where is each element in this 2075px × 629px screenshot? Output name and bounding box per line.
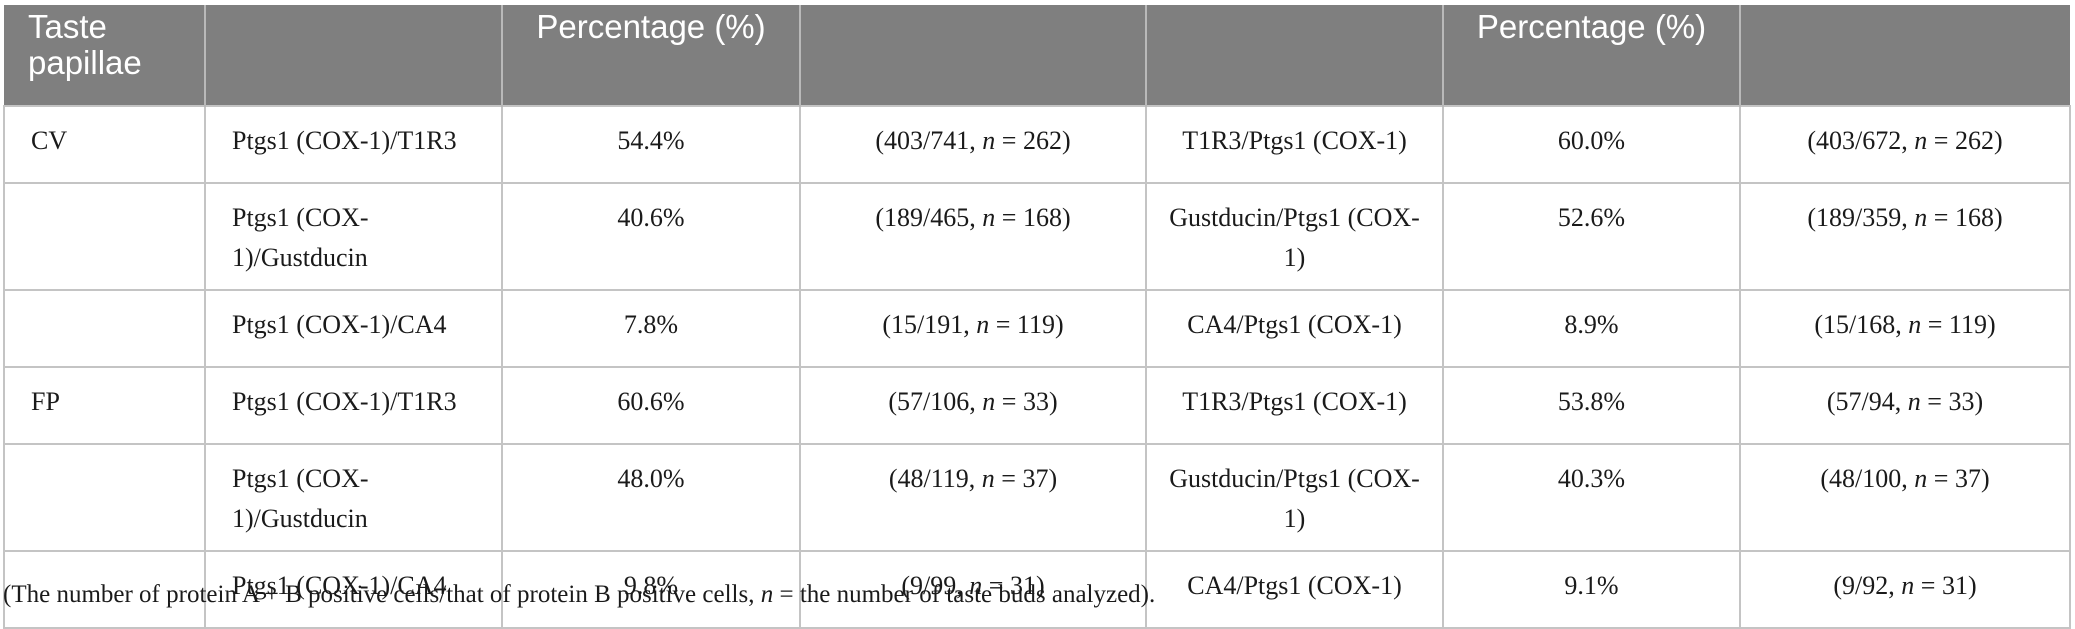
papillae-cell: FP [3,366,205,444]
percentage-cell: 60.0% [1442,105,1740,183]
taste-bud-count: 168 [1022,203,1062,232]
percentage-cell: 40.6% [501,182,800,290]
taste-bud-count: 33 [1948,387,1975,416]
n-symbol: n [982,203,996,232]
table-row: Ptgs1 (COX-1)/Gustducin 40.6% (189/465, n … [3,182,2071,290]
n-symbol: n [1908,310,1922,339]
percentage-cell: 48.0% [501,443,800,551]
n-symbol: n [1914,126,1928,155]
ratio-cell: (403/741, n = 262) [799,105,1146,183]
protein-pair-cell: Gustducin/Ptgs1 (COX-1) [1145,443,1443,551]
taste-bud-count: 168 [1954,203,1994,232]
data-table: Taste papillae Percentage (%) Percentage… [3,5,2071,629]
papillae-cell [3,550,205,629]
percentage-cell: 8.9% [1442,289,1740,367]
n-symbol: n [976,310,990,339]
papillae-cell [3,182,205,290]
percentage-cell: 54.4% [501,105,800,183]
ratio-cell: (48/119, n = 37) [799,443,1146,551]
header-cell [1739,5,2070,106]
header-cell: Taste papillae [4,5,205,106]
papillae-cell [3,443,205,551]
ratio-counts: (57/94, [1826,387,1908,416]
n-symbol: n [1907,387,1921,416]
protein-pair-cell: Ptgs1 (COX-1)/T1R3 [204,105,502,183]
protein-pair-cell: CA4/Ptgs1 (COX-1) [1145,289,1443,367]
taste-bud-count: 31 [1941,571,1968,600]
taste-bud-count: 37 [1954,464,1981,493]
ratio-cell: (189/465, n = 168) [799,182,1146,290]
header-cell [204,5,502,106]
protein-pair-cell: Ptgs1 (COX-1)/CA4 [204,289,502,367]
protein-pair-cell: Ptgs1 (COX-1)/Gustducin [204,443,502,551]
table-row: Ptgs1 (COX-1)/CA4 9.8% (9/99, n = 31) CA4/P… [3,550,2071,629]
ratio-counts: (403/741, [875,126,983,155]
percentage-cell: 40.3% [1442,443,1740,551]
ratio-counts: (48/119, [888,464,982,493]
ratio-counts: (15/168, [1814,310,1909,339]
ratio-counts: (48/100, [1820,464,1915,493]
table-row: Ptgs1 (COX-1)/Gustducin 48.0% (48/119, n =… [3,443,2071,551]
protein-pair-cell: Gustducin/Ptgs1 (COX-1) [1145,182,1443,290]
protein-pair-cell: Ptgs1 (COX-1)/Gustducin [204,182,502,290]
protein-pair-cell: T1R3/Ptgs1 (COX-1) [1145,105,1443,183]
taste-bud-count: 262 [1954,126,1994,155]
header-cell [1145,5,1443,106]
data-table-container: Taste papillae Percentage (%) Percentage… [3,5,2071,629]
papillae-cell: CV [3,105,205,183]
protein-pair-cell: Ptgs1 (COX-1)/T1R3 [204,366,502,444]
taste-bud-count: 37 [1022,464,1049,493]
protein-pair-cell: CA4/Ptgs1 (COX-1) [1145,550,1443,629]
ratio-counts: (403/672, [1807,126,1915,155]
ratio-cell: (189/359, n = 168) [1739,182,2071,290]
ratio-cell: (9/99, n = 31) [799,550,1146,629]
n-symbol: n [982,126,996,155]
ratio-counts: (189/465, [875,203,983,232]
papillae-cell [3,289,205,367]
table-row: CV Ptgs1 (COX-1)/T1R3 54.4% (403/741, n = 2… [3,105,2071,183]
n-symbol: n [982,387,996,416]
n-symbol: n [1901,571,1915,600]
n-symbol: n [1914,203,1928,232]
ratio-counts: (15/191, [882,310,977,339]
ratio-cell: (9/92, n = 31) [1739,550,2071,629]
table-row: FP Ptgs1 (COX-1)/T1R3 60.6% (57/106, n = 33… [3,366,2071,444]
n-symbol: n [1914,464,1928,493]
table-row: Ptgs1 (COX-1)/CA4 7.8% (15/191, n = 119) CA… [3,289,2071,367]
ratio-counts: (9/92, [1833,571,1902,600]
n-symbol: n [969,571,983,600]
percentage-cell: 60.6% [501,366,800,444]
percentage-cell: 7.8% [501,289,800,367]
percentage-cell: 53.8% [1442,366,1740,444]
percentage-cell: 9.8% [501,550,800,629]
footnote-suffix: = the number of taste buds analyzed). [773,581,1156,608]
ratio-counts: (189/359, [1807,203,1915,232]
footnote-prefix: (The number of protein A + B positive ce… [3,581,761,608]
header-cell [799,5,1146,106]
ratio-cell: (15/191, n = 119) [799,289,1146,367]
header-row: Taste papillae Percentage (%) Percentage… [4,5,2070,106]
percentage-cell: 52.6% [1442,182,1740,290]
ratio-cell: (15/168, n = 119) [1739,289,2071,367]
table-body: CV Ptgs1 (COX-1)/T1R3 54.4% (403/741, n = 2… [3,105,2071,629]
header-cell: Percentage (%) [1442,5,1740,106]
n-symbol: n [981,464,995,493]
header-cell: Percentage (%) [501,5,800,106]
footnote-n-symbol: n [760,581,774,608]
taste-bud-count: 31 [1009,571,1036,600]
ratio-cell: (403/672, n = 262) [1739,105,2071,183]
taste-bud-count: 33 [1022,387,1049,416]
table-footnote: (The number of protein A + B positive ce… [3,581,1155,609]
taste-bud-count: 119 [1016,310,1055,339]
percentage-cell: 9.1% [1442,550,1740,629]
ratio-cell: (48/100, n = 37) [1739,443,2071,551]
ratio-counts: (57/106, [888,387,983,416]
ratio-cell: (57/106, n = 33) [799,366,1146,444]
ratio-cell: (57/94, n = 33) [1739,366,2071,444]
protein-pair-cell: T1R3/Ptgs1 (COX-1) [1145,366,1443,444]
taste-bud-count: 119 [1948,310,1987,339]
taste-bud-count: 262 [1022,126,1062,155]
ratio-counts: (9/99, [901,571,970,600]
